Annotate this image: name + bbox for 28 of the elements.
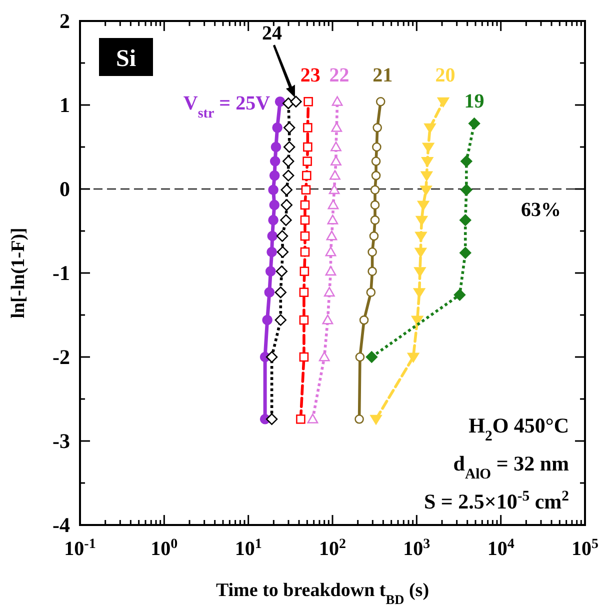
annotation: 63% (521, 199, 561, 221)
x-tick-label: 10$^{1}$ (234, 536, 262, 560)
y-tick-label: 2 (60, 9, 70, 33)
x-tick-label: 10$^{0}$ (150, 536, 178, 560)
y-tick-label: -2 (52, 345, 70, 369)
series-label: 21 (372, 64, 393, 87)
legend-label: 24 (262, 22, 282, 45)
y-tick-label: 1 (60, 93, 70, 117)
y-tick-label: -1 (52, 261, 70, 285)
series-label: 19 (464, 90, 484, 112)
annotation: d$_{AlO}$ = 32 nm (453, 452, 570, 483)
annotation: S = 2.5×10$^{-5}$ cm$^{2}$ (424, 488, 569, 514)
series-label: V$_{str}$ = 25V (183, 92, 271, 122)
y-axis-title: ln[-ln(1-F)] (8, 228, 29, 318)
y-tick-label: -4 (52, 513, 70, 537)
x-tick-label: 10$^{2}$ (319, 536, 346, 560)
y-tick-label: -3 (52, 429, 70, 453)
series-label: 22 (329, 64, 350, 87)
series-label: 20 (435, 64, 456, 87)
annotation: Si (116, 46, 136, 72)
x-axis-title: Time to breakdown t$_{BD}$ (s) (216, 580, 430, 605)
x-tick-label: 10$^{-1}$ (64, 536, 96, 560)
y-tick-label: 0 (60, 177, 70, 201)
x-tick-label: 10$^{5}$ (572, 536, 598, 560)
x-tick-label: 10$^{3}$ (403, 536, 430, 560)
annotation: H$_{2}$O 450°C (468, 414, 569, 445)
series-label: 23 (300, 64, 320, 87)
x-tick-label: 10$^{4}$ (487, 536, 514, 560)
